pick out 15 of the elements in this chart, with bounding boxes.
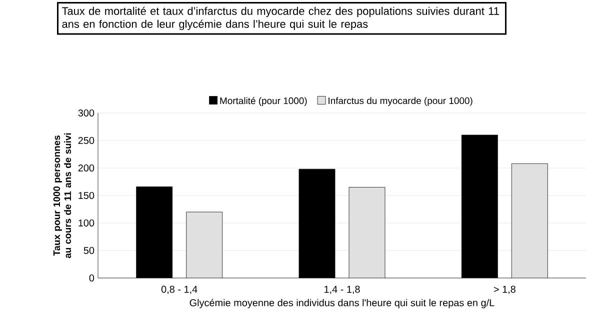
y-tick-label: 150 [78, 192, 94, 200]
y-axis-title: Taux pour 1000 personnes au cours de 11 ans de suivi [53, 133, 72, 258]
y-tick-label: 50 [84, 246, 94, 254]
x-tick-label: 0,8 - 1,4 [161, 286, 198, 294]
x-tick-label: > 1,8 [494, 286, 516, 294]
legend-label: Infarctus du myocarde (pour 1000) [328, 97, 472, 106]
y-tick-label: 100 [78, 219, 94, 227]
x-tick-label: 1,4 - 1,8 [324, 286, 360, 294]
y-tick-label: 200 [78, 164, 94, 172]
y-tick-label: 250 [78, 136, 94, 144]
chart-title: Taux de mortalité et taux d’infarctus du myocarde chez des populations suivies durant 11 ans en fonction de leur glycémie dans l’heure qui suit le repas [62, 6, 499, 30]
x-axis-title: Glycémie moyenne des individus dans l'heure qui suit le repas en g/L [190, 298, 494, 308]
legend-label: Mortalité (pour 1000) [220, 97, 307, 106]
y-tick-label: 0 [89, 274, 94, 282]
y-tick-label: 300 [78, 109, 94, 117]
